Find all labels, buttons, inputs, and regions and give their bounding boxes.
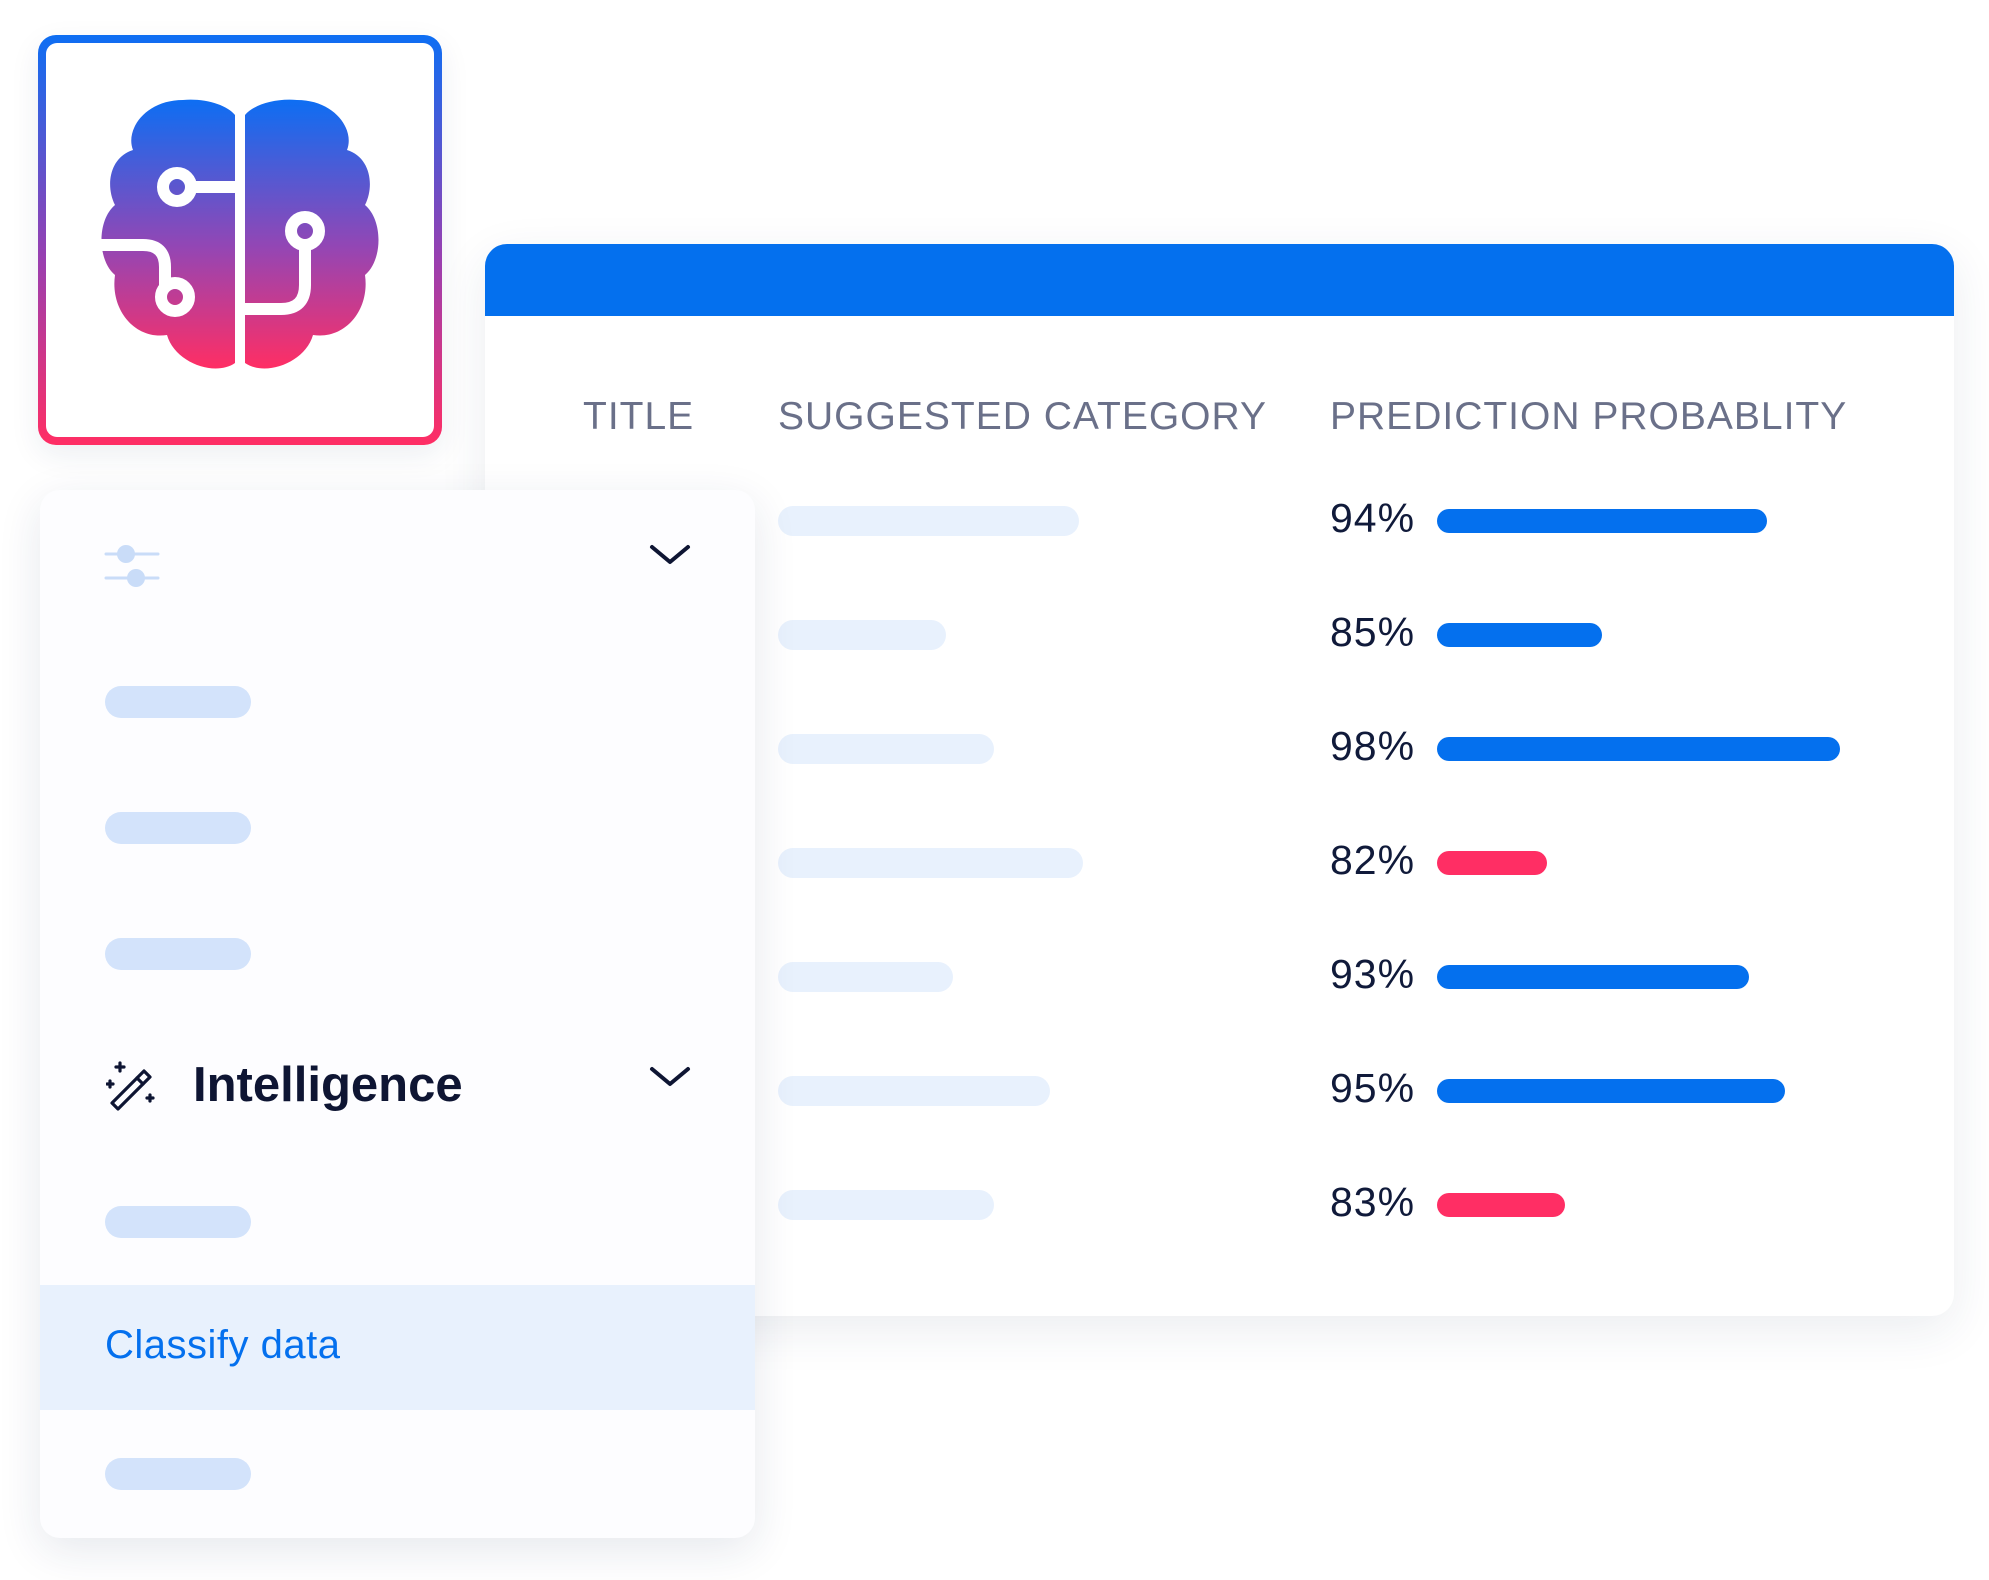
table-row[interactable]: 98%: [485, 717, 1954, 777]
sidebar-item-classify-data[interactable]: Classify data: [40, 1285, 755, 1410]
nav-item-placeholder[interactable]: [105, 1206, 251, 1238]
nav-item-placeholder[interactable]: [105, 1458, 251, 1490]
category-placeholder: [778, 1076, 1050, 1106]
probability-bar: [1437, 737, 1840, 761]
table-row[interactable]: 85%: [485, 603, 1954, 663]
category-placeholder: [778, 506, 1079, 536]
column-header-prediction-probability[interactable]: PREDICTION PROBABLITY: [1330, 395, 1848, 438]
category-placeholder: [778, 848, 1083, 878]
nav-item-placeholder[interactable]: [105, 686, 251, 718]
chevron-down-icon[interactable]: [648, 1064, 692, 1090]
table-row[interactable]: 82%: [485, 831, 1954, 891]
app-logo-tile: [38, 35, 442, 445]
sidebar-nav-card: Intelligence Classify data: [40, 490, 755, 1538]
sliders-icon[interactable]: [104, 540, 160, 592]
category-placeholder: [778, 962, 953, 992]
probability-percent: 82%: [1330, 837, 1416, 883]
probability-percent: 98%: [1330, 723, 1416, 769]
section-title-intelligence[interactable]: Intelligence: [193, 1058, 463, 1112]
table-card-header-bar: [485, 244, 1954, 316]
probability-percent: 83%: [1330, 1179, 1416, 1225]
column-header-title[interactable]: TITLE: [583, 395, 695, 438]
nav-item-placeholder[interactable]: [105, 812, 251, 844]
probability-bar: [1437, 623, 1602, 647]
table-row[interactable]: 94%: [485, 489, 1954, 549]
sidebar-item-label: Classify data: [105, 1323, 341, 1367]
probability-bar: [1437, 1079, 1785, 1103]
probability-percent: 95%: [1330, 1065, 1416, 1111]
chevron-down-icon[interactable]: [648, 542, 692, 568]
probability-percent: 94%: [1330, 495, 1416, 541]
table-row[interactable]: 83%: [485, 1173, 1954, 1233]
category-placeholder: [778, 620, 946, 650]
probability-bar: [1437, 1193, 1565, 1217]
app-logo-inner: [46, 43, 434, 437]
table-row[interactable]: 93%: [485, 945, 1954, 1005]
probability-bar: [1437, 851, 1547, 875]
probability-bar: [1437, 509, 1767, 533]
probability-percent: 85%: [1330, 609, 1416, 655]
probability-percent: 93%: [1330, 951, 1416, 997]
category-placeholder: [778, 1190, 994, 1220]
category-placeholder: [778, 734, 994, 764]
nav-item-placeholder[interactable]: [105, 938, 251, 970]
magic-wand-icon: [106, 1061, 155, 1111]
column-header-suggested-category[interactable]: SUGGESTED CATEGORY: [778, 395, 1267, 438]
probability-bar: [1437, 965, 1749, 989]
brain-circuit-icon: [95, 95, 379, 385]
table-row[interactable]: 95%: [485, 1059, 1954, 1119]
